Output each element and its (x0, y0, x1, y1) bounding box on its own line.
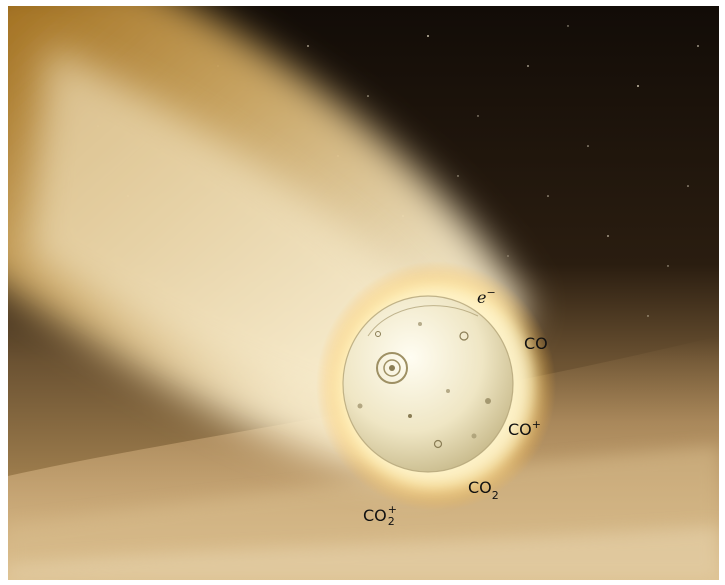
co2-plus-indices: +2 (387, 503, 397, 528)
label-electron: e− (477, 285, 496, 307)
label-co-plus: CO+ (508, 417, 541, 439)
entry-capsule (342, 295, 514, 473)
illustration-frame: e− CO CO+ CO2 CO +2 (8, 6, 719, 580)
label-co2-plus: CO +2 (363, 503, 397, 528)
label-co2: CO2 (468, 478, 499, 503)
label-co: CO (524, 334, 548, 353)
cloud-layer-lower (8, 526, 719, 580)
entry-scene (8, 6, 719, 580)
